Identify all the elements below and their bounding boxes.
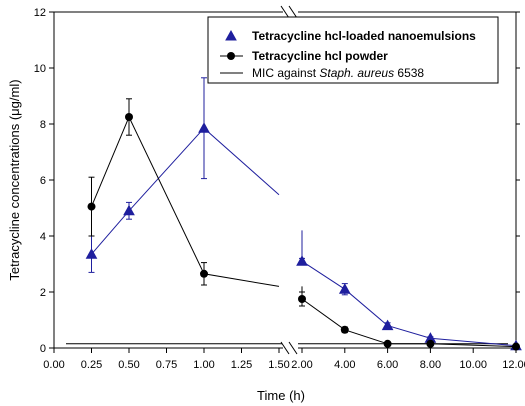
legend-label-mic-prefix: MIC against: [252, 66, 319, 80]
y-tick-label: 8: [40, 119, 46, 131]
powder-circle-point: [87, 202, 96, 211]
legend-label-powder: Tetracycline hcl powder: [252, 49, 388, 63]
x-tick-label: 2.00: [291, 359, 312, 371]
nano-triangle-point: [296, 255, 308, 266]
powder-circle-point: [125, 113, 133, 121]
legend-circle-marker: [227, 52, 235, 60]
x-tick-label: 0.00: [43, 359, 64, 371]
y-tick-label: 0: [40, 343, 46, 355]
powder-circle-point: [512, 342, 520, 351]
powder-circle-point: [426, 339, 435, 348]
x-tick-label: 8.00: [420, 359, 441, 371]
ticks: 0 2 4 6 8 10 12 0.00 0.25 0.50 0.75 1.00 1.25 1.50 2.0…: [34, 7, 525, 371]
x-tick-label: 0.25: [81, 359, 102, 371]
legend-label-mic-suffix: 6538: [394, 66, 424, 80]
powder-circle-point: [298, 295, 306, 303]
legend-label-nanoemulsions: Tetracycline hcl-loaded nanoemulsions: [252, 29, 476, 43]
y-tick-label: 4: [40, 231, 46, 243]
x-tick-label: 12.00: [502, 359, 525, 371]
x-tick-label: 6.00: [377, 359, 398, 371]
nano-triangle-point: [198, 122, 210, 133]
powder-series: [87, 98, 520, 351]
powder-circle-point: [340, 325, 349, 334]
legend-triangle-marker: [225, 29, 237, 41]
axis-break-mark: [288, 341, 298, 355]
x-tick-label: 1.00: [193, 359, 214, 371]
powder-circle-point: [200, 269, 208, 278]
y-tick-label: 12: [34, 7, 46, 19]
nano-triangle-point: [85, 248, 98, 259]
legend: Tetracycline hcl-loaded nanoemulsions Te…: [207, 16, 499, 84]
axis-break-mark: [280, 5, 290, 19]
x-tick-label: 0.50: [118, 359, 139, 371]
legend-box: [207, 16, 499, 84]
x-tick-label: 1.50: [268, 359, 289, 371]
nano-triangle-point: [381, 319, 394, 331]
x-tick-label: 10.00: [459, 359, 487, 371]
nano-line-left: [91, 127, 280, 255]
series-group: [85, 77, 522, 351]
axis-break-mark: [280, 341, 290, 355]
nano-triangle-point: [338, 283, 351, 294]
legend-label-mic-organism: Staph. aureus: [319, 66, 394, 80]
y-tick-label: 2: [40, 287, 46, 299]
y-tick-label: 6: [40, 175, 46, 187]
x-tick-label: 0.75: [156, 359, 177, 371]
axis-break-mark: [288, 5, 298, 19]
y-tick-label: 10: [34, 63, 46, 75]
x-axis-title: Time (h): [257, 388, 305, 403]
x-tick-label: 4.00: [334, 359, 355, 371]
x-tick-label: 1.25: [231, 359, 252, 371]
powder-line-left: [91, 115, 280, 287]
legend-label-mic: MIC against Staph. aureus 6538: [252, 66, 424, 80]
y-axis-title: Tetracycline concentrations (μg/ml): [7, 79, 22, 280]
nano-triangle-point: [123, 204, 135, 216]
powder-circle-point: [383, 339, 392, 348]
